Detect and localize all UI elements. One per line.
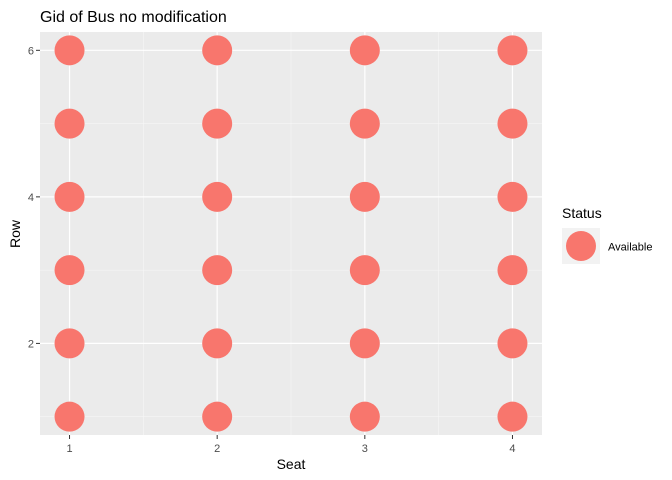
seat-point: [497, 255, 528, 286]
seat-point: [202, 255, 233, 286]
seat-point: [349, 181, 380, 212]
seat-point: [349, 255, 380, 286]
seat-point: [497, 108, 528, 139]
seat-point: [202, 108, 233, 139]
data-points: [54, 35, 528, 432]
seat-point: [349, 328, 380, 359]
seat-point: [54, 328, 85, 359]
y-axis: 2 4 6: [28, 45, 40, 350]
legend-entry-label: Available: [608, 242, 652, 254]
y-tick-label: 2: [28, 338, 34, 350]
y-tick-label: 6: [28, 45, 34, 57]
x-axis-label: Seat: [277, 456, 306, 472]
major-gridlines: [40, 32, 542, 435]
seat-point: [54, 255, 85, 286]
seat-point: [54, 35, 85, 66]
x-axis: 1 2 3 4: [66, 435, 516, 455]
x-tick-label: 2: [214, 443, 220, 455]
seat-point: [202, 328, 233, 359]
chart-title: Gid of Bus no modification: [40, 9, 227, 26]
legend: Status Available: [562, 205, 652, 264]
seat-point: [497, 328, 528, 359]
seat-point: [54, 181, 85, 212]
x-tick-label: 3: [362, 443, 368, 455]
seat-point: [497, 35, 528, 66]
seat-point: [202, 181, 233, 212]
seat-point: [349, 401, 380, 432]
seat-point: [349, 35, 380, 66]
minor-gridlines: [40, 32, 542, 435]
seat-point: [349, 108, 380, 139]
legend-title: Status: [562, 205, 602, 221]
seat-point: [497, 181, 528, 212]
legend-key-marker: [566, 231, 596, 261]
x-tick-label: 4: [509, 443, 515, 455]
y-tick-label: 4: [28, 192, 34, 204]
x-tick-label: 1: [66, 443, 72, 455]
seat-point: [54, 401, 85, 432]
y-axis-label: Row: [7, 219, 23, 248]
seat-point: [54, 108, 85, 139]
seat-point: [202, 401, 233, 432]
seat-point: [202, 35, 233, 66]
seat-point: [497, 401, 528, 432]
